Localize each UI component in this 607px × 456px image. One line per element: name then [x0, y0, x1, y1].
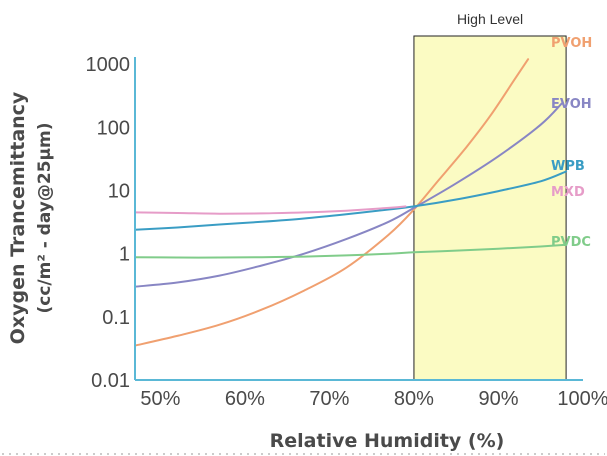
series-line-pvoh: [134, 58, 530, 347]
x-tick-label: 60%: [225, 388, 265, 410]
y-axis-title-line2: (cc/m² - day@25μm): [35, 122, 55, 313]
y-tick-label: 100: [97, 117, 130, 139]
x-tick-label: 100%: [557, 388, 607, 410]
y-tick-label: 0.1: [102, 307, 130, 329]
x-tick-label: 90%: [478, 388, 518, 410]
series-labels: PVOH EVOH WPB MXD PVDC: [551, 36, 592, 250]
series-line-pvdc: [134, 243, 568, 259]
series-label-pvoh: PVOH: [551, 36, 592, 51]
series-line-wpb: [134, 170, 568, 231]
series-label-wpb: WPB: [551, 159, 585, 174]
x-tick-label: 80%: [394, 388, 434, 410]
series-label-mxd: MXD: [551, 185, 585, 200]
high-level-label: High Level: [457, 11, 523, 27]
series-line-mxd: [134, 205, 407, 215]
y-tick-label: 10: [108, 181, 130, 203]
y-tick-label: 1000: [86, 54, 131, 76]
y-tick-label: 1: [119, 244, 130, 266]
high-level-band: [413, 35, 567, 381]
series-label-pvdc: PVDC: [551, 235, 591, 250]
y-axis-ticks: 0.01 0.1 1 10 100 1000: [86, 54, 131, 392]
series-label-evoh: EVOH: [551, 97, 592, 112]
series-line-evoh: [134, 102, 563, 288]
series-lines: [134, 58, 568, 347]
x-tick-label: 70%: [309, 388, 349, 410]
x-tick-label: 50%: [140, 388, 180, 410]
y-tick-label: 0.01: [91, 370, 130, 392]
x-axis-ticks: 50% 60% 70% 80% 90% 100%: [140, 388, 607, 410]
x-axis-title: Relative Humidity (%): [270, 430, 505, 452]
y-axis-title-line1: Oxygen Trancemittancy: [7, 91, 29, 344]
